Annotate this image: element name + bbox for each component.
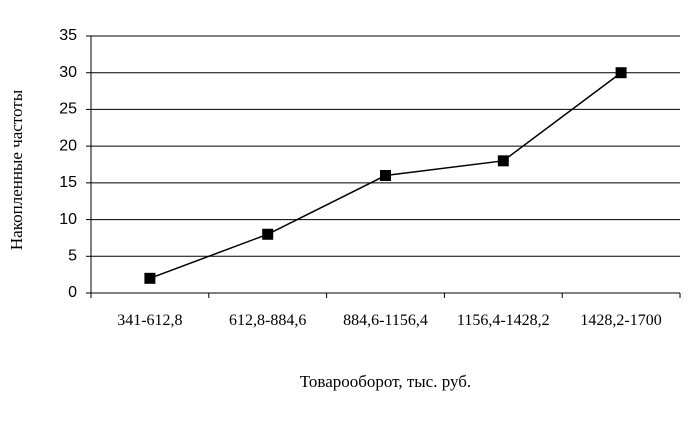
x-axis-label: Товарооборот, тыс. руб. — [299, 372, 472, 391]
marker — [380, 170, 391, 182]
y-tick-label: 30 — [59, 64, 77, 81]
marker — [497, 155, 509, 167]
y-tick-label: 20 — [59, 137, 77, 154]
marker — [615, 67, 627, 79]
y-tick-label: 10 — [59, 211, 77, 228]
y-tick-label: 25 — [59, 101, 77, 118]
y-axis-label: Накопленные частоты — [7, 89, 26, 250]
y-tick-label: 35 — [59, 27, 77, 44]
x-tick-label: 612,8-884,6 — [229, 312, 307, 329]
x-tick-label: 884,6-1156,4 — [343, 312, 428, 329]
x-tick-label: 1156,4-1428,2 — [456, 312, 550, 329]
x-tick-label: 1428,2-1700 — [580, 312, 662, 329]
marker — [144, 272, 156, 284]
marker — [262, 228, 274, 240]
y-tick-label: 0 — [68, 284, 77, 301]
x-tick-label: 341-612,8 — [117, 312, 183, 329]
y-tick-label: 5 — [68, 248, 77, 265]
y-tick-label: 15 — [59, 174, 77, 191]
